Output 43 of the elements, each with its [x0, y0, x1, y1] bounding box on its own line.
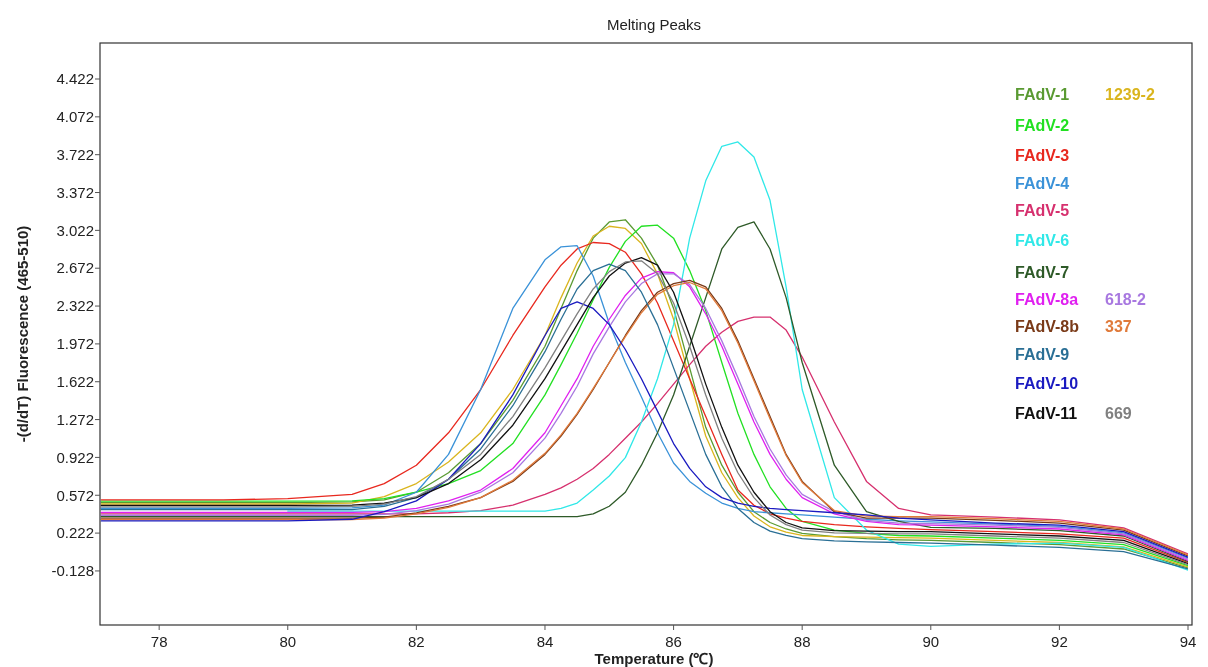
text: FAdV-8b	[1015, 318, 1080, 335]
text: FAdV-10	[1015, 375, 1079, 392]
text: FAdV-2	[1015, 117, 1070, 134]
x-tick-label: 84	[536, 633, 554, 650]
text: FAdV-6	[1015, 232, 1070, 249]
x-tick-label: 86	[665, 633, 682, 650]
y-tick-label: 0.572	[56, 486, 94, 504]
text: FAdV-9	[1015, 346, 1070, 363]
text: 618-2	[1105, 291, 1147, 308]
text: FAdV-11	[1015, 405, 1078, 422]
y-axis-title: -(d/dT) Fluorescence (465-510)	[14, 225, 31, 443]
y-tick-label: 1.272	[56, 410, 94, 428]
y-tick-label: 2.322	[56, 297, 94, 315]
text: 669	[1105, 405, 1132, 422]
y-tick-label: 0.222	[56, 524, 94, 542]
x-tick-label: 94	[1179, 633, 1197, 650]
y-tick-label: 1.972	[56, 335, 94, 353]
chart-title: Melting Peaks	[606, 16, 702, 33]
text: FAdV-7	[1015, 264, 1070, 281]
x-tick-label: 80	[279, 633, 297, 650]
y-tick-label: 4.072	[56, 108, 94, 126]
x-tick-label: 88	[793, 633, 811, 650]
x-axis-title: Temperature (℃)	[594, 650, 714, 667]
text: FAdV-5	[1015, 202, 1070, 219]
text: 1239-2	[1105, 86, 1155, 103]
y-tick-label: -0.128	[51, 562, 94, 580]
y-tick-label: 3.022	[56, 221, 94, 239]
y-tick-label: 4.422	[56, 70, 94, 88]
x-tick-label: 90	[922, 633, 940, 650]
y-tick-label: 3.722	[56, 145, 94, 163]
y-tick-label: 1.622	[56, 372, 94, 390]
text: 337	[1105, 318, 1132, 335]
y-tick-label: 3.372	[56, 183, 94, 201]
text: FAdV-4	[1015, 175, 1070, 192]
line-series	[287, 141, 1188, 571]
text: FAdV-8a	[1015, 291, 1079, 308]
x-tick-label: 82	[408, 633, 425, 650]
x-tick-label: 78	[150, 633, 168, 650]
text: FAdV-3	[1015, 147, 1070, 164]
y-tick-label: 0.922	[56, 448, 94, 466]
y-tick-label: 2.672	[56, 259, 94, 277]
text: FAdV-1	[1015, 86, 1070, 103]
x-tick-label: 92	[1051, 633, 1068, 650]
